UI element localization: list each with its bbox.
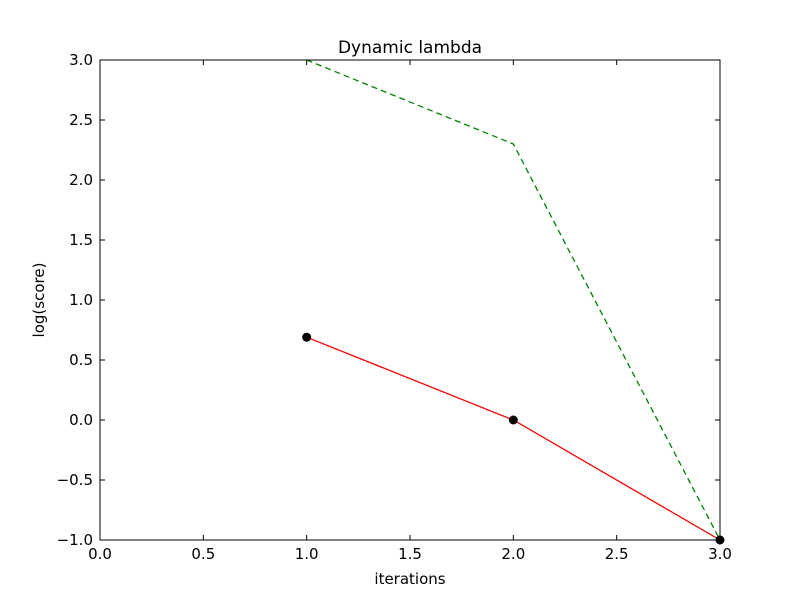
y-axis-label: log(score) [30, 263, 48, 338]
y-tick-label: 2.0 [69, 171, 93, 189]
x-axis-label: iterations [374, 570, 445, 588]
y-tick-label: −1.0 [57, 531, 93, 549]
x-tick-label: 1.0 [295, 545, 319, 563]
y-tick-label: 0.5 [69, 351, 93, 369]
series-1-point [508, 415, 518, 425]
plot-area: 0.0 0.5 1.0 1.5 2.0 2.5 3.0 3.0 2.5 2.0 1.5 1.0 0.5 0… [57, 51, 732, 563]
y-tick-label: 1.0 [69, 291, 93, 309]
x-tick-label: 1.5 [398, 545, 422, 563]
y-tick-label: 1.5 [69, 231, 93, 249]
y-tick-label: −0.5 [57, 471, 93, 489]
x-tick-label: 0.5 [191, 545, 215, 563]
x-tick-label: 2.5 [605, 545, 629, 563]
chart-title: Dynamic lambda [338, 38, 482, 58]
y-tick-label: 2.5 [69, 111, 93, 129]
series-line-2 [306, 59, 721, 541]
y-tick-label: 3.0 [69, 51, 93, 69]
series-line-1 [306, 336, 721, 541]
x-tick-label: 0.0 [88, 545, 112, 563]
y-tick-label: 0.0 [69, 411, 93, 429]
x-tick-label: 2.0 [501, 545, 525, 563]
x-tick-label: 3.0 [708, 545, 732, 563]
series-1-point [302, 332, 312, 342]
plot-frame [99, 59, 721, 541]
